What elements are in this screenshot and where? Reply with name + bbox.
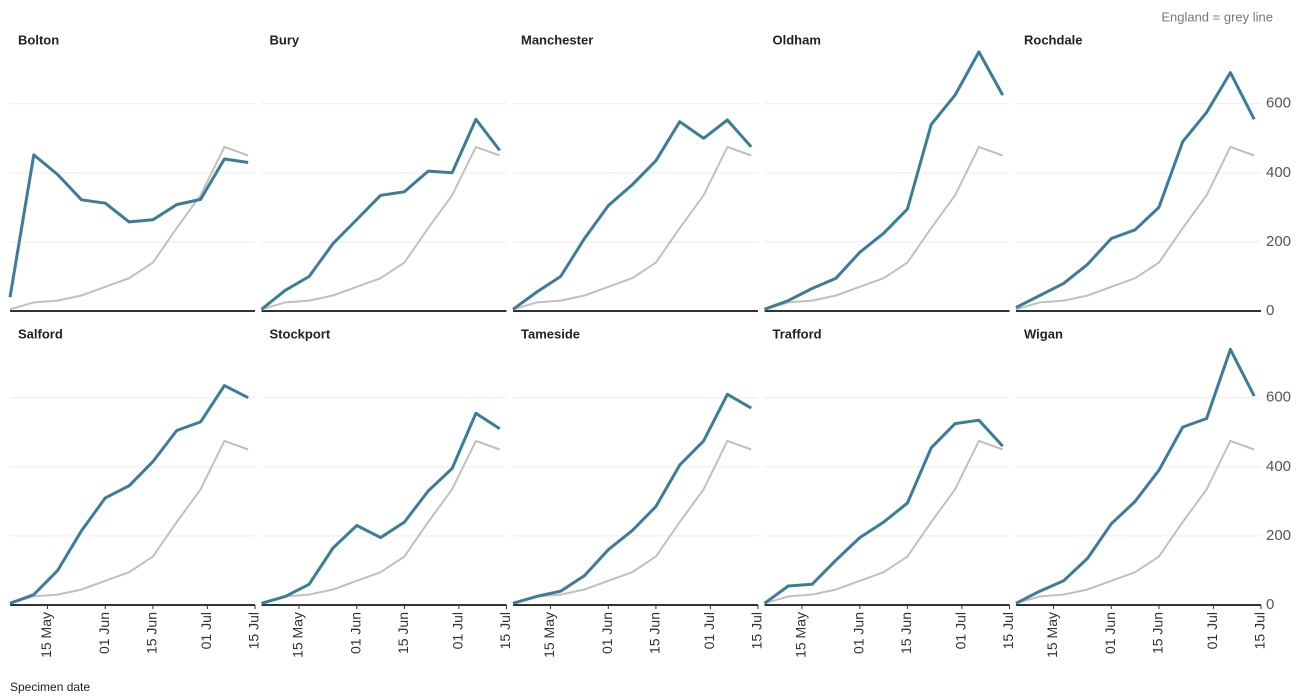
panel-title: Tameside — [521, 326, 580, 341]
panel-title: Oldham — [773, 32, 821, 47]
panel-title: Manchester — [521, 32, 593, 47]
y-tick-label: 200 — [1266, 233, 1291, 250]
x-tick-label: 01 Jul — [1204, 612, 1220, 649]
series-line — [260, 117, 501, 311]
x-tick-label: 01 Jul — [701, 612, 717, 649]
series-line — [261, 439, 501, 605]
series-line — [1015, 439, 1255, 605]
x-tick-label: 15 Jun — [898, 612, 914, 654]
series-line — [9, 439, 249, 605]
x-tick-label: 15 Jul — [497, 612, 513, 649]
annotation: England = grey line — [1161, 9, 1273, 24]
panel-title: Stockport — [270, 326, 331, 341]
x-tick-label: 01 Jun — [599, 612, 615, 654]
x-tick-label: 15 May — [290, 612, 306, 658]
x-tick-label: 15 May — [1044, 612, 1060, 658]
panel-title: Bolton — [18, 32, 59, 47]
panel-title: Wigan — [1024, 326, 1063, 341]
series-line — [1015, 145, 1255, 311]
x-tick-label: 15 May — [38, 612, 54, 658]
series-line — [512, 392, 752, 605]
y-tick-label: 600 — [1266, 95, 1291, 112]
x-tick-label: 15 Jun — [395, 612, 411, 654]
x-axis-label: Specimen date — [10, 680, 90, 694]
x-tick-label: 01 Jul — [198, 612, 214, 649]
series-line — [512, 439, 752, 605]
series-line — [9, 145, 249, 311]
y-tick-label: 0 — [1266, 596, 1274, 613]
series-line — [512, 118, 753, 311]
series-line — [763, 50, 1005, 311]
y-tick-label: 0 — [1266, 302, 1274, 319]
x-tick-label: 01 Jul — [953, 612, 969, 649]
x-tick-label: 15 Jun — [647, 612, 663, 654]
x-tick-label: 15 Jul — [246, 612, 262, 649]
series-line — [764, 439, 1004, 605]
panel-title: Bury — [270, 32, 300, 47]
series-line — [764, 145, 1004, 311]
series-line — [512, 145, 752, 311]
y-tick-label: 400 — [1266, 458, 1291, 475]
series-line — [261, 411, 501, 605]
series-line — [261, 145, 501, 311]
y-tick-label: 400 — [1266, 164, 1291, 181]
x-tick-label: 15 Jul — [1252, 612, 1268, 649]
x-tick-label: 15 May — [541, 612, 557, 658]
series-line — [9, 384, 249, 605]
x-tick-label: 15 May — [793, 612, 809, 658]
x-tick-label: 01 Jun — [96, 612, 112, 654]
series-line — [763, 418, 1004, 605]
x-tick-label: 01 Jul — [450, 612, 466, 649]
x-tick-label: 01 Jun — [347, 612, 363, 654]
y-tick-label: 200 — [1266, 527, 1291, 544]
series-line — [8, 153, 249, 298]
x-tick-label: 15 Jul — [1000, 612, 1016, 649]
x-tick-label: 01 Jun — [850, 612, 866, 654]
panel-title: Salford — [18, 326, 63, 341]
series-line — [1015, 71, 1256, 309]
series-line — [1015, 347, 1256, 605]
panel-title: Rochdale — [1024, 32, 1083, 47]
y-tick-label: 600 — [1266, 389, 1291, 406]
x-tick-label: 15 Jul — [749, 612, 765, 649]
x-tick-label: 15 Jun — [144, 612, 160, 654]
x-tick-label: 01 Jun — [1102, 612, 1118, 654]
x-tick-label: 15 Jun — [1150, 612, 1166, 654]
panel-title: Trafford — [773, 326, 822, 341]
